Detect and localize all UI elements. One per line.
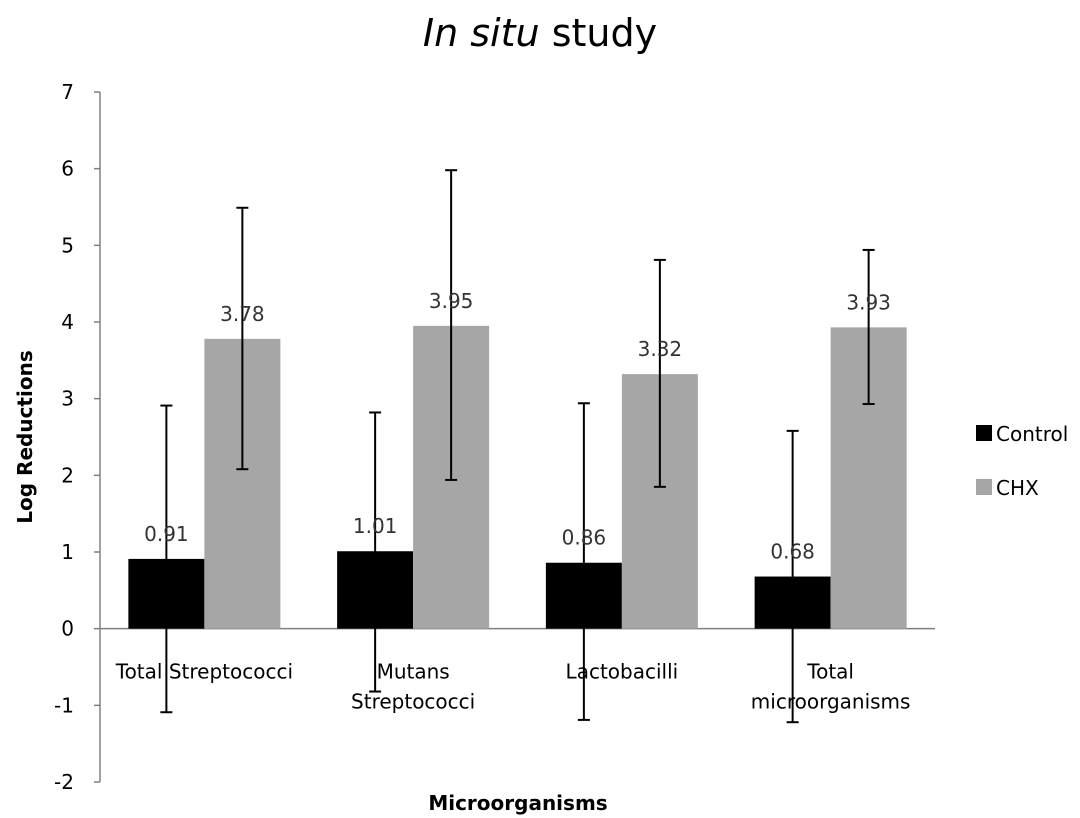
x-axis-title: Microorganisms (428, 791, 607, 815)
data-label-control-2: 0.86 (562, 526, 607, 550)
y-tick-label: 4 (61, 310, 74, 334)
chart-title: In situ study (423, 11, 657, 55)
data-label-chx-0: 3.78 (220, 302, 265, 326)
chart-title-italic: In situ (423, 11, 540, 55)
y-tick-label: 7 (61, 80, 74, 104)
y-tick-label: 6 (61, 157, 74, 181)
y-axis-title: Log Reductions (13, 350, 37, 523)
category-label-2: Lactobacilli (566, 660, 679, 684)
data-label-chx-1: 3.95 (429, 289, 474, 313)
data-label-chx-2: 3.32 (638, 337, 683, 361)
data-label-control-3: 0.68 (770, 540, 815, 564)
chart-title-group: In situ study (423, 11, 657, 55)
data-label-chx-3: 3.93 (846, 290, 891, 314)
category-label-3: microorganisms (751, 690, 911, 714)
legend-swatch-control (976, 425, 992, 441)
legend-label-control: Control (996, 422, 1068, 446)
legend: Control CHX (976, 422, 1068, 500)
y-tick-label: 1 (61, 540, 74, 564)
category-label-0: Total Streptococci (115, 660, 293, 684)
legend-label-chx: CHX (996, 476, 1039, 500)
bars (128, 325, 907, 629)
legend-swatch-chx (976, 479, 992, 495)
y-tick-label: 5 (61, 233, 74, 257)
error-bars (160, 169, 875, 724)
data-label-control-1: 1.01 (353, 514, 398, 538)
data-labels: 0.91 3.78 1.01 3.95 0.86 3.32 0.68 3.93 (144, 289, 891, 564)
category-label-1: Streptococci (351, 690, 475, 714)
y-tick-label: -2 (54, 770, 74, 794)
category-label-3: Total (806, 660, 854, 684)
y-tick-label: 2 (61, 463, 74, 487)
chart-title-regular: study (540, 11, 657, 55)
data-label-control-0: 0.91 (144, 522, 189, 546)
axes: -2 -1 0 1 2 3 4 5 6 7 Log Reductions Microorganisms… (13, 80, 935, 815)
y-tick-label: 0 (61, 617, 74, 641)
y-tick-label: 3 (61, 387, 74, 411)
category-label-1: Mutans (377, 660, 450, 684)
y-tick-label: -1 (54, 693, 74, 717)
